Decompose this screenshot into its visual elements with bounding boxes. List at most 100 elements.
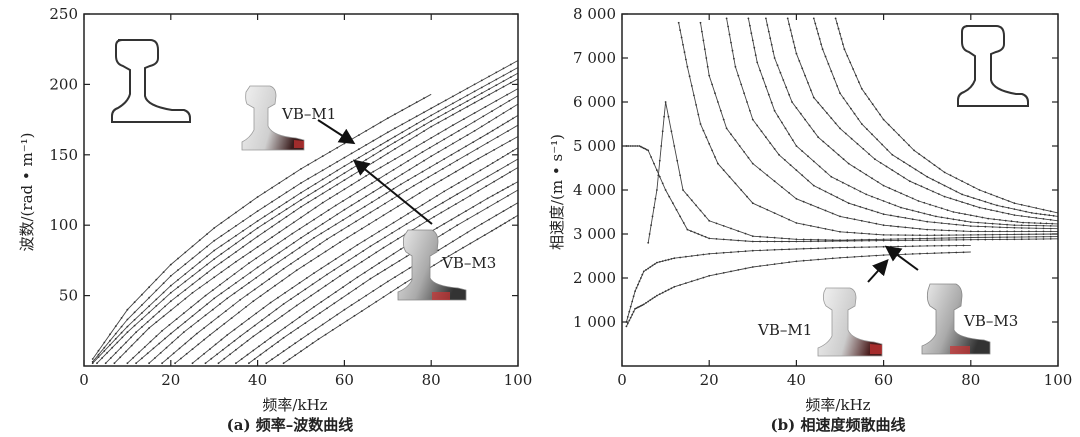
panel-b-data-point <box>627 145 630 147</box>
panel-b-data-point <box>892 129 895 131</box>
panel-b-data-point <box>860 246 863 249</box>
panel-a-data-point <box>480 92 483 94</box>
panel-a-data-point <box>104 362 107 365</box>
panel-a-vb-m1-mode-thumbnail <box>241 85 305 151</box>
panel-b-data-point <box>743 92 745 95</box>
panel-a-data-point <box>220 222 223 224</box>
panel-a-data-point <box>248 317 250 320</box>
panel-b-data-point <box>860 255 863 258</box>
panel-a-data-point <box>491 110 493 113</box>
panel-b-data-point <box>1007 207 1010 209</box>
panel-a-data-point <box>162 282 165 285</box>
panel-a-data-point <box>274 320 276 322</box>
panel-b-data-point <box>777 115 780 118</box>
panel-a-data-point <box>249 232 252 235</box>
panel-a-data-point <box>318 243 321 246</box>
panel-a-data-point <box>248 362 250 365</box>
panel-b-data-point <box>690 199 693 202</box>
panel-a-data-point <box>353 265 356 268</box>
panel-a-data-point <box>502 74 505 77</box>
panel-b-data-point <box>722 118 725 121</box>
panel-a-data-point <box>275 308 278 311</box>
panel-b-data-point <box>715 222 718 225</box>
panel-a-data-point <box>169 275 172 277</box>
panel-b-data-point <box>948 223 950 225</box>
panel-a-data-point <box>197 300 200 303</box>
panel-b-data-point <box>996 210 998 213</box>
panel-a-data-point <box>386 131 389 134</box>
panel-b-data-point <box>882 200 885 202</box>
panel-a-data-point <box>506 93 508 96</box>
panel-a-data-point <box>214 343 217 346</box>
panel-b-data-point <box>897 215 899 218</box>
panel-b-data-point <box>926 239 929 242</box>
panel-a-data-point <box>159 352 162 354</box>
panel-a-data-point <box>336 176 339 179</box>
panel-a-data-point <box>488 93 490 96</box>
panel-b-data-point <box>926 252 929 255</box>
panel-a-data-point <box>501 123 504 126</box>
panel-b-data-point <box>1049 230 1052 233</box>
panel-b-data-point <box>933 237 936 240</box>
panel-a-data-point <box>365 294 367 297</box>
panel-a-data-point <box>386 117 389 120</box>
panel-a-data-point <box>291 251 294 254</box>
panel-a-data-point <box>222 348 224 351</box>
panel-a-data-point <box>178 347 181 350</box>
panel-a-data-point <box>358 134 360 137</box>
panel-a-data-point <box>182 312 185 315</box>
panel-a-data-point <box>298 228 301 230</box>
panel-b-data-point <box>911 245 914 248</box>
panel-a-data-point <box>331 329 334 331</box>
panel-a-data-point <box>350 304 353 306</box>
panel-a-data-point <box>305 277 308 279</box>
panel-a-data-point <box>512 183 514 186</box>
panel-a-data-point <box>485 185 488 188</box>
panel-b-y-tick-label: 6 000 <box>573 93 616 111</box>
panel-b-data-point <box>762 77 764 80</box>
panel-b-data-point <box>949 197 952 200</box>
panel-b-data-point <box>940 216 943 219</box>
panel-a-data-point <box>372 290 375 292</box>
panel-a-data-point <box>437 249 440 252</box>
panel-b-data-point <box>651 297 654 300</box>
panel-b-data-point <box>824 55 827 58</box>
panel-b-data-point <box>962 236 965 239</box>
panel-a-data-point <box>320 301 323 303</box>
panel-b-data-point <box>836 22 838 25</box>
panel-b-data-point <box>913 149 915 152</box>
panel-b-data-point <box>817 136 820 139</box>
panel-a-data-point <box>252 349 255 352</box>
panel-b-data-point <box>962 244 965 247</box>
panel-a-data-point <box>317 255 320 258</box>
panel-b-data-point <box>839 239 841 242</box>
panel-a-data-point <box>392 221 395 224</box>
panel-b-data-point <box>946 217 949 220</box>
panel-a-data-point <box>365 152 367 155</box>
panel-a-data-point <box>265 349 268 352</box>
panel-b-data-point <box>853 204 856 206</box>
panel-a-data-point <box>430 114 433 117</box>
panel-b-data-point <box>943 195 946 198</box>
panel-b-data-point <box>650 156 652 158</box>
panel-a-data-point <box>469 194 472 197</box>
panel-a-annotation-vb-m3: VB–M3 <box>441 254 496 272</box>
panel-b-data-point <box>686 228 689 231</box>
panel-b-data-point <box>1007 200 1010 202</box>
panel-b-data-point <box>844 132 847 135</box>
panel-b-data-point <box>865 207 868 210</box>
panel-a-data-point <box>220 244 223 247</box>
panel-a-data-point <box>472 173 475 176</box>
panel-b-data-point <box>676 159 679 162</box>
panel-b-data-point <box>830 117 833 119</box>
panel-a-data-point <box>126 331 129 334</box>
panel-a-data-point <box>190 325 193 328</box>
panel-a-data-point <box>389 242 392 245</box>
panel-a-data-point <box>177 303 179 306</box>
panel-a-data-point <box>155 321 158 323</box>
panel-b-data-point <box>719 109 722 112</box>
panel-b-data-point <box>767 30 770 33</box>
panel-a-data-point <box>437 110 440 113</box>
panel-a-data-point <box>300 237 302 239</box>
panel-a-data-point <box>240 358 243 360</box>
